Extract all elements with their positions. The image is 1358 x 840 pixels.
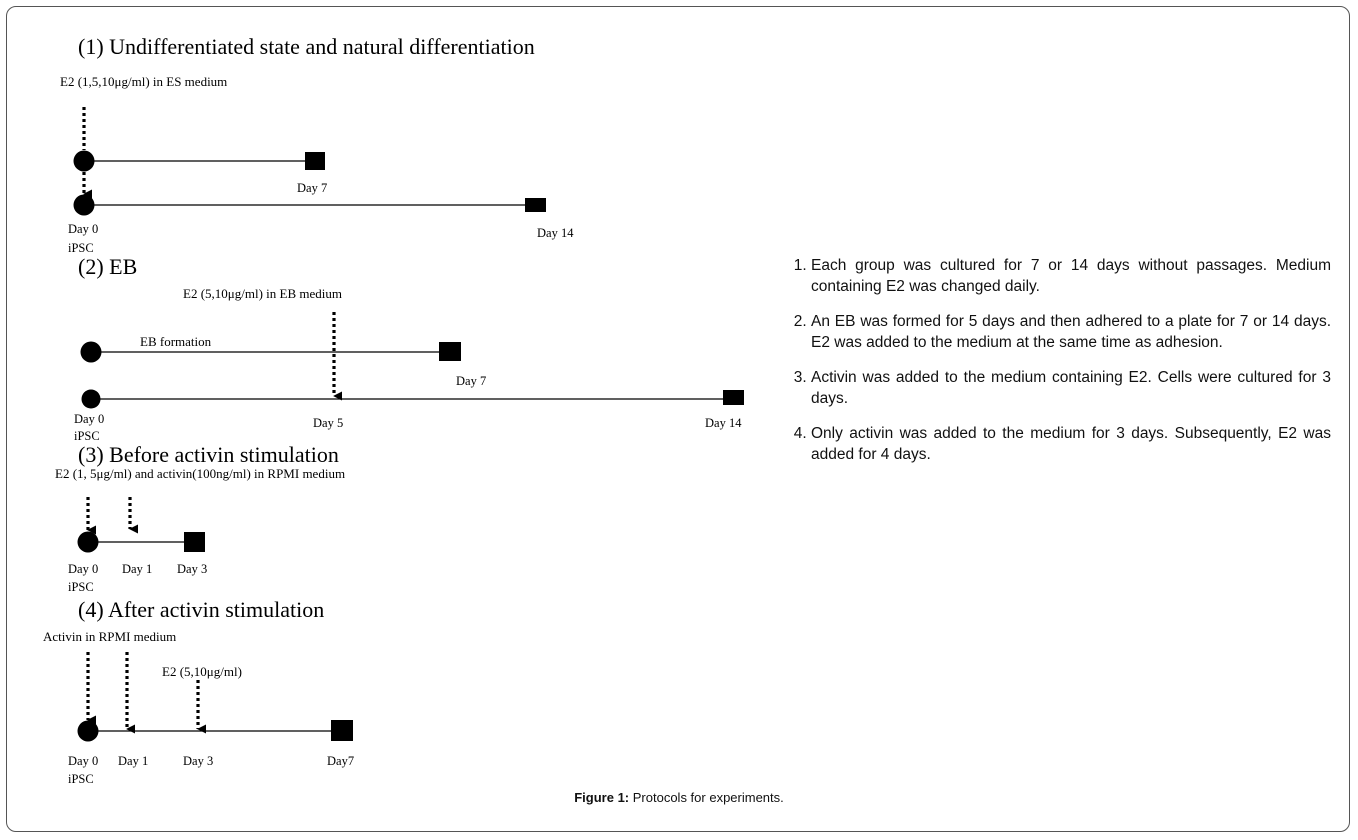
section-4-day3-label: Day 3 bbox=[183, 754, 214, 768]
note-item: Activin was added to the medium containi… bbox=[811, 367, 1331, 409]
caption-text: Protocols for experiments. bbox=[629, 790, 784, 805]
note-item: Only activin was added to the medium for… bbox=[811, 423, 1331, 465]
section-4-day0-label: Day 0 bbox=[68, 754, 99, 768]
start-circle-s3 bbox=[77, 531, 99, 553]
start-circle-s2b bbox=[81, 389, 101, 409]
section-2-day7-label: Day 7 bbox=[456, 374, 487, 388]
section-2-day5-label: Day 5 bbox=[313, 416, 344, 430]
section-4-treatment: Activin in RPMI medium bbox=[43, 629, 177, 644]
start-circle-s2a bbox=[80, 341, 102, 363]
section-2-treatment: E2 (5,10μg/ml) in EB medium bbox=[183, 286, 342, 301]
section-1-day7-label: Day 7 bbox=[297, 181, 328, 195]
end-square-s1-day14 bbox=[525, 198, 546, 212]
end-square-s2-day14 bbox=[723, 390, 744, 405]
end-square-s2-day7 bbox=[439, 342, 461, 361]
eb-formation-label: EB formation bbox=[140, 334, 212, 349]
protocol-notes: Each group was cultured for 7 or 14 days… bbox=[777, 255, 1331, 479]
section-1-day0-label: Day 0 bbox=[68, 222, 99, 236]
section-3-day3-label: Day 3 bbox=[177, 562, 208, 576]
figure-caption: Figure 1: Protocols for experiments. bbox=[0, 790, 1358, 805]
start-circle-s1b bbox=[73, 194, 95, 216]
section-3-day1-label: Day 1 bbox=[122, 562, 153, 576]
caption-label: Figure 1: bbox=[574, 790, 630, 805]
section-4-treatment-e2: E2 (5,10μg/ml) bbox=[162, 664, 242, 679]
section-1-day14-label: Day 14 bbox=[537, 226, 574, 240]
section-4-ipsc-label: iPSC bbox=[68, 772, 94, 786]
note-item: Each group was cultured for 7 or 14 days… bbox=[811, 255, 1331, 297]
section-4-day1-label: Day 1 bbox=[118, 754, 149, 768]
section-1-ipsc-label: iPSC bbox=[68, 241, 94, 255]
section-2-day14-label: Day 14 bbox=[705, 416, 742, 430]
section-1-treatment: E2 (1,5,10μg/ml) in ES medium bbox=[60, 74, 228, 89]
section-4-heading: (4) After activin stimulation bbox=[78, 597, 325, 622]
section-1-heading: (1) Undifferentiated state and natural d… bbox=[78, 34, 535, 59]
section-2-day0-label: Day 0 bbox=[74, 412, 105, 426]
end-square-s3-day3 bbox=[184, 532, 205, 552]
section-3-heading: (3) Before activin stimulation bbox=[78, 442, 339, 467]
section-3-day0-label: Day 0 bbox=[68, 562, 99, 576]
figure-frame bbox=[6, 6, 1350, 832]
section-2-heading: (2) EB bbox=[78, 254, 138, 279]
section-2-ipsc-label: iPSC bbox=[74, 429, 100, 443]
section-4-day7-label: Day7 bbox=[327, 754, 355, 768]
start-circle-s4 bbox=[77, 720, 99, 742]
end-square-s4-day7 bbox=[331, 720, 353, 741]
note-item: An EB was formed for 5 days and then adh… bbox=[811, 311, 1331, 353]
start-circle-s1a bbox=[73, 150, 95, 172]
section-3-treatment: E2 (1, 5μg/ml) and activin(100ng/ml) in … bbox=[55, 466, 346, 481]
end-square-s1-day7 bbox=[305, 152, 325, 170]
section-3-ipsc-label: iPSC bbox=[68, 580, 94, 594]
